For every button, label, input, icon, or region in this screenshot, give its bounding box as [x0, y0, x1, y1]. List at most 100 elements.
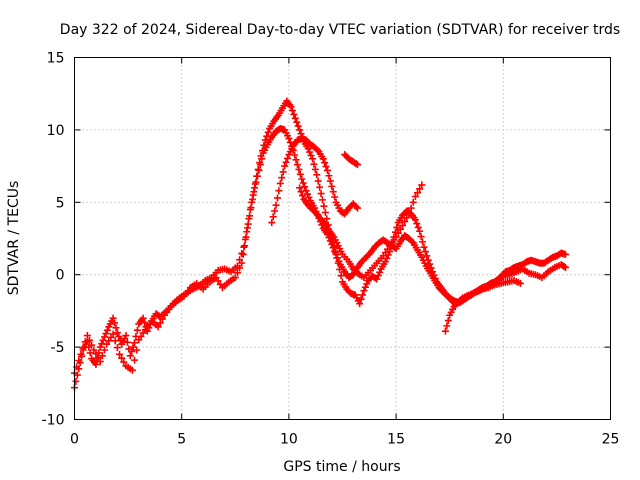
data-point-interp [325, 172, 333, 180]
x-tick-label: 15 [387, 432, 405, 448]
data-point-interp [288, 107, 296, 115]
data-point-interp [129, 343, 137, 351]
data-point [101, 333, 109, 341]
data-point [77, 350, 85, 358]
data-point-interp [294, 122, 302, 130]
data-point-interp [275, 187, 283, 195]
data-point [399, 221, 407, 229]
data-point-interp [271, 207, 279, 215]
data-point-interp [335, 257, 343, 265]
x-tick-labels: 0 5 10 15 20 25 [70, 432, 619, 448]
data-point-interp [128, 347, 136, 355]
data-point-interp [75, 357, 83, 365]
data-point-interp [498, 273, 506, 281]
data-point-interp [111, 319, 119, 327]
data-point-interp [326, 237, 334, 245]
data-point-interp [416, 185, 424, 193]
data-point-interp [253, 172, 261, 180]
data-point [126, 352, 134, 360]
data-point-interp [417, 233, 425, 241]
data-point-interp [156, 319, 164, 327]
data-point-interp [133, 346, 141, 354]
chart-grid [74, 57, 611, 420]
y-tick-label: -10 [42, 413, 65, 429]
data-point [128, 366, 136, 374]
data-point-interp [337, 272, 345, 280]
data-point-interp [115, 332, 123, 340]
data-point-interp [408, 237, 416, 245]
data-point-interp [301, 183, 309, 191]
data-point-interp [123, 338, 131, 346]
data-point [296, 126, 304, 134]
data-point-interp [94, 354, 102, 362]
data-point-interp [131, 356, 139, 364]
data-point-interp [560, 262, 568, 270]
data-point-interp [120, 358, 128, 366]
data-point [96, 343, 104, 351]
x-tick-label: 10 [280, 432, 298, 448]
data-point [411, 193, 419, 201]
data-point [332, 250, 340, 258]
data-point-interp [403, 214, 411, 222]
data-point [90, 346, 98, 354]
data-point [281, 162, 289, 170]
plot-frame [74, 57, 611, 420]
data-point-interp [245, 215, 253, 223]
y-tick-label: 0 [56, 268, 65, 284]
data-point-interp [414, 223, 422, 231]
data-point-interp [331, 193, 339, 201]
data-point-interp [118, 354, 126, 362]
data-point [441, 327, 449, 335]
data-point [392, 233, 400, 241]
data-point [246, 206, 254, 214]
data-point-interp [103, 326, 111, 334]
x-tick-label: 20 [494, 432, 512, 448]
data-point [113, 329, 121, 337]
series-trace-c [268, 135, 362, 227]
data-point [291, 114, 299, 122]
data-point-interp [133, 326, 141, 334]
data-point [255, 166, 263, 174]
data-point-interp [102, 330, 110, 338]
data-point-interp [141, 318, 149, 326]
data-point-interp [98, 352, 106, 360]
data-point-interp [306, 148, 314, 156]
x-axis-label: GPS time / hours [283, 459, 400, 475]
data-point-interp [86, 336, 94, 344]
data-point-interp [322, 163, 330, 171]
data-point-interp [111, 337, 119, 345]
data-point-interp [393, 223, 401, 231]
series-trace-d [296, 181, 426, 282]
data-point-interp [401, 218, 409, 226]
data-point [319, 155, 327, 163]
data-point-interp [409, 198, 417, 206]
chart-title: Day 322 of 2024, Sidereal Day-to-day VTE… [60, 22, 620, 38]
data-point [238, 259, 246, 267]
y-tick-label: 10 [47, 123, 65, 139]
data-point [296, 184, 304, 192]
data-point-interp [423, 252, 431, 260]
data-point [231, 274, 239, 282]
data-point-interp [101, 346, 109, 354]
data-point-interp [357, 295, 365, 303]
data-point-interp [376, 268, 384, 276]
data-point-interp [363, 280, 371, 288]
data-point-interp [331, 247, 339, 255]
data-point-interp [241, 242, 249, 250]
data-point-interp [421, 248, 429, 256]
data-point [373, 275, 381, 283]
series-trace-a [71, 97, 569, 392]
data-point-interp [299, 179, 307, 187]
data-point [242, 233, 250, 241]
data-point-interp [278, 174, 286, 182]
data-point-interp [249, 191, 257, 199]
data-point-interp [352, 203, 360, 211]
data-point-interp [263, 132, 271, 140]
data-point-interp [443, 322, 451, 330]
data-point-interp [236, 264, 244, 272]
data-point [92, 360, 100, 368]
data-point [313, 171, 321, 179]
data-point-interp [329, 188, 337, 196]
data-point-interp [233, 269, 241, 277]
data-point-interp [323, 215, 331, 223]
